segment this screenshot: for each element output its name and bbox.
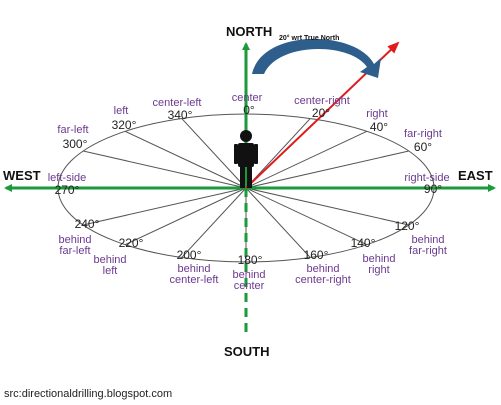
bearing-degree: 340° xyxy=(168,108,193,122)
west-label: WEST xyxy=(3,168,41,183)
bearing-name: behind right xyxy=(362,253,395,276)
bearing-name: behind center-right xyxy=(295,263,351,286)
bearing-spoke xyxy=(181,187,247,258)
bearing-degree: 40° xyxy=(370,120,388,134)
bearing-degree: 0° xyxy=(243,103,255,117)
person-icon xyxy=(234,130,258,188)
bearing-spoke xyxy=(83,187,247,226)
bearing-spoke xyxy=(245,150,409,189)
rotation-arrow xyxy=(252,38,381,78)
bearing-name: center xyxy=(232,92,263,104)
bearing-degree: 240° xyxy=(75,217,100,231)
bearing-spoke xyxy=(181,118,247,189)
bearing-degree: 300° xyxy=(63,137,88,151)
true-north-annotation: 20° wrt True North xyxy=(279,34,339,42)
north-label: NORTH xyxy=(226,24,272,39)
bearing-spoke xyxy=(245,187,368,246)
bearing-name: behind far-left xyxy=(58,234,91,257)
bearing-degree: 90° xyxy=(424,182,442,196)
south-label: SOUTH xyxy=(224,344,270,359)
bearing-spoke xyxy=(245,187,409,226)
bearing-spoke xyxy=(83,150,247,189)
bearing-degree: 270° xyxy=(55,183,80,197)
bearing-degree: 120° xyxy=(395,219,420,233)
bearing-degree: 60° xyxy=(414,140,432,154)
bearing-name: behind far-right xyxy=(409,234,447,257)
source-credit: src:directionaldrilling.blogspot.com xyxy=(4,388,172,400)
bearing-name: center-left xyxy=(153,97,202,109)
bearing-degree: 220° xyxy=(119,236,144,250)
bearing-name: behind center-left xyxy=(170,263,219,286)
bearing-degree: 20° xyxy=(312,106,330,120)
bearing-name: behind center xyxy=(232,269,265,292)
bearing-name: behind left xyxy=(93,254,126,277)
bearing-degree: 180° xyxy=(238,253,263,267)
bearing-name: far-left xyxy=(57,124,88,136)
bearing-spoke xyxy=(245,130,368,189)
bearing-degree: 140° xyxy=(351,236,376,250)
bearing-name: right-side xyxy=(404,172,449,184)
bearing-spoke xyxy=(245,187,311,258)
bearing-name: left xyxy=(114,105,129,117)
bearing-spoke xyxy=(124,187,247,246)
bearing-name: far-right xyxy=(404,128,442,140)
bearing-name: center-right xyxy=(294,95,350,107)
east-label: EAST xyxy=(458,168,493,183)
bearing-degree: 200° xyxy=(177,248,202,262)
bearing-spoke xyxy=(124,130,247,189)
bearing-name: left-side xyxy=(48,172,87,184)
bearing-degree: 320° xyxy=(112,118,137,132)
bearing-name: right xyxy=(366,108,387,120)
bearing-degree: 160° xyxy=(304,248,329,262)
